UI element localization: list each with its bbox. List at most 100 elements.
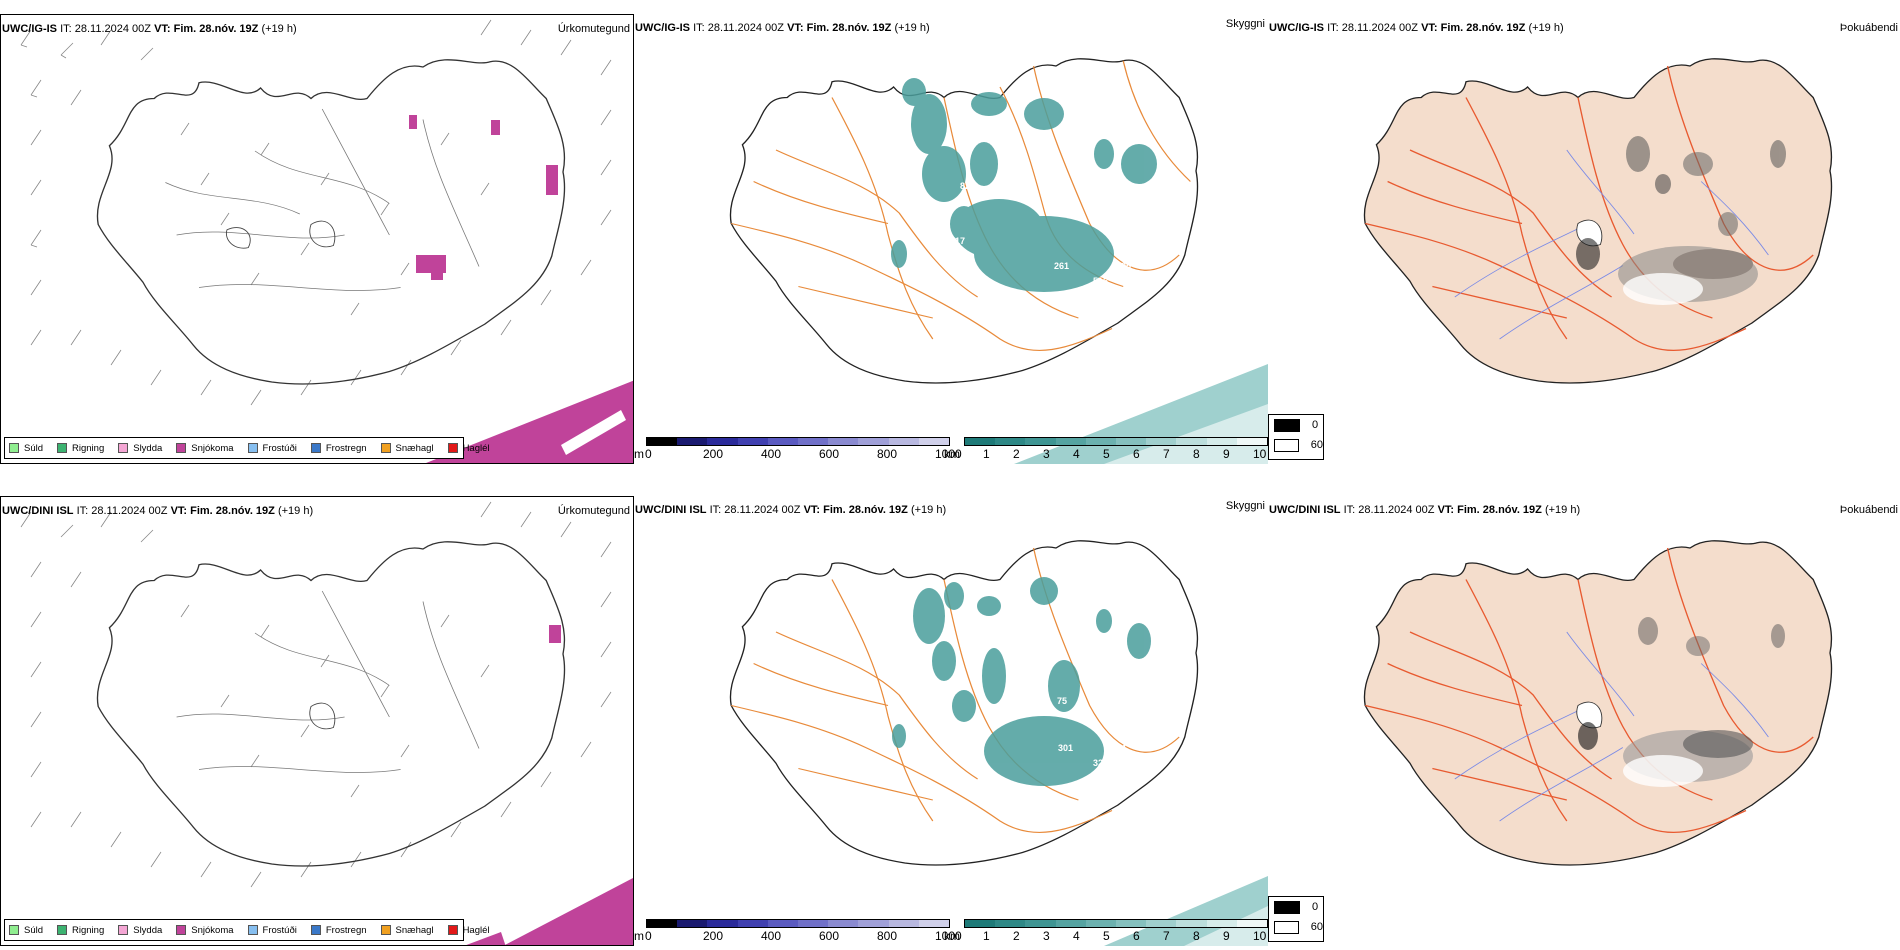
scale-tick-label: 3 <box>1043 447 1050 461</box>
cloud-base-colorbar-2 <box>646 919 950 928</box>
colorbar-segment <box>647 920 678 927</box>
vis-value-label: 822 <box>960 181 975 191</box>
scale-tick-label: 7 <box>1163 447 1170 461</box>
vis-map-1: 822 317 261 205 516 <box>729 58 1268 464</box>
scale-tick-label: 400 <box>761 447 782 461</box>
colorbar-segment <box>737 438 768 445</box>
colorbar-segment <box>677 920 708 927</box>
colorbar-segment <box>1236 438 1268 445</box>
precip-legend-swatch <box>247 443 258 453</box>
panel-name-precip-1: Úrkomutegund <box>557 23 630 35</box>
scale-tick-label: 200 <box>703 929 724 943</box>
scale-tick-label: 200 <box>703 447 724 461</box>
scale-tick-label: 800 <box>877 447 898 461</box>
precip-legend-swatch <box>176 925 187 935</box>
precip-legend-item: Rigning <box>57 925 104 936</box>
precip-legend-item: Súld <box>9 925 43 936</box>
colorbar-segment <box>995 920 1026 927</box>
precip-legend-item: Frostúði <box>247 442 297 454</box>
scale-tick-label: 3 <box>1043 929 1050 943</box>
colorbar-segment <box>1025 438 1056 445</box>
cloud-base-unit: m <box>634 447 644 461</box>
colorbar-segment <box>1236 920 1268 927</box>
colorbar-segment <box>707 920 738 927</box>
colorbar-segment <box>1116 438 1147 445</box>
fog-panel-1: UWC/IG-IS IT: 28.11.2024 00Z VT: Fim. 28… <box>1268 14 1900 464</box>
panel-title-2: UWC/IG-IS IT: 28.11.2024 00Z VT: Fim. 28… <box>635 22 930 34</box>
panel-name-vis-2: Skyggni <box>1225 500 1265 512</box>
scale-tick-label: 10 <box>1253 447 1267 461</box>
precip-legend-item: Snjókoma <box>176 443 234 454</box>
fog-label-60: 60 <box>1310 921 1323 933</box>
vis-value-label: 516 <box>1093 276 1108 286</box>
colorbar-segment <box>1025 920 1056 927</box>
fog-swatch-0 <box>1274 418 1300 432</box>
colorbar-segment <box>995 438 1026 445</box>
scale-tick-label: 4 <box>1073 447 1080 461</box>
precip-legend-label: Rigning <box>72 442 105 454</box>
fog-legend-1: 0 60 <box>1268 414 1324 460</box>
scale-tick-label: 2 <box>1013 929 1020 943</box>
panel-name-precip-2: Úrkomutegund <box>557 505 630 517</box>
panel-title-1: UWC/IG-IS IT: 28.11.2024 00Z VT: Fim. 28… <box>2 23 297 35</box>
colorbar-segment <box>965 438 996 445</box>
panel-title-3: UWC/IG-IS IT: 28.11.2024 00Z VT: Fim. 28… <box>1269 22 1564 34</box>
fog-swatch-0 <box>1274 900 1300 914</box>
colorbar-segment <box>1176 438 1207 445</box>
scale-tick-label: 1000 <box>935 447 962 461</box>
precip-legend-swatch <box>57 925 68 935</box>
precip-legend-label: Snæhagl <box>395 442 434 454</box>
scale-tick-label: 7 <box>1163 929 1170 943</box>
vis-map-2: 75 301 321 34 <box>729 540 1268 946</box>
fog-swatch-60 <box>1274 438 1299 452</box>
scale-tick-label: 9 <box>1223 447 1230 461</box>
scale-tick-label: 800 <box>877 929 898 943</box>
fog-label-0: 0 <box>1312 901 1319 913</box>
vis-value-label: 317 <box>950 236 965 246</box>
cloud-vis-panel-1: 822 317 261 205 516 UWC/IG-IS IT: 28.11.… <box>634 14 1268 464</box>
precip-legend-swatch <box>118 925 129 935</box>
scale-tick-label: 400 <box>761 929 782 943</box>
precip-legend-label: Rigning <box>72 924 105 936</box>
fog-label-0: 0 <box>1312 419 1319 431</box>
colorbar-segment <box>888 438 919 445</box>
fog-legend-2: 0 60 <box>1268 896 1324 942</box>
precip-legend-label: Snæhagl <box>395 924 434 936</box>
colorbar-segment <box>828 920 859 927</box>
visibility-unit: km <box>944 447 960 461</box>
precip-legend-swatch <box>447 443 458 453</box>
precip-legend-swatch <box>118 443 129 453</box>
scale-tick-label: 6 <box>1133 447 1140 461</box>
precip-legend-swatch <box>57 443 68 453</box>
colorbar-segment <box>1206 920 1237 927</box>
precip-map-2 <box>20 501 633 945</box>
colorbar-segment <box>888 920 919 927</box>
scale-tick-label: 8 <box>1193 447 1200 461</box>
vis-value-label: 34 <box>1116 743 1126 753</box>
precip-legend-label: Haglél <box>462 442 490 454</box>
colorbar-segment <box>1116 920 1147 927</box>
colorbar-segment <box>965 920 996 927</box>
scale-tick-label: 5 <box>1103 929 1110 943</box>
colorbar-segment <box>918 920 950 927</box>
precip-legend-label: Frostúði <box>262 442 297 454</box>
precip-legend-label: Frostregn <box>325 442 367 454</box>
precip-legend-item: Snjókoma <box>176 925 234 936</box>
panel-title-6: UWC/DINI ISL IT: 28.11.2024 00Z VT: Fim.… <box>1269 504 1581 516</box>
colorbar-segment <box>798 920 829 927</box>
precip-legend-item: Snæhagl <box>380 924 434 936</box>
scale-tick-label: 6 <box>1133 929 1140 943</box>
panel-title-5: UWC/DINI ISL IT: 28.11.2024 00Z VT: Fim.… <box>635 504 947 516</box>
precip-legend-label: Súld <box>24 924 44 936</box>
precip-legend-swatch <box>380 443 391 453</box>
colorbar-segment <box>1146 920 1177 927</box>
precip-legend-swatch <box>9 925 19 935</box>
colorbar-segment <box>918 438 950 445</box>
precip-legend-swatch <box>310 925 321 935</box>
scale-tick-label: 1000 <box>935 929 962 943</box>
cloud-base-unit: m <box>634 929 644 943</box>
precip-legend-item: Rigning <box>57 443 104 454</box>
precip-legend-swatch <box>9 443 19 453</box>
fog-swatch-60 <box>1274 920 1299 934</box>
fog-panel-2: UWC/DINI ISL IT: 28.11.2024 00Z VT: Fim.… <box>1268 496 1900 946</box>
